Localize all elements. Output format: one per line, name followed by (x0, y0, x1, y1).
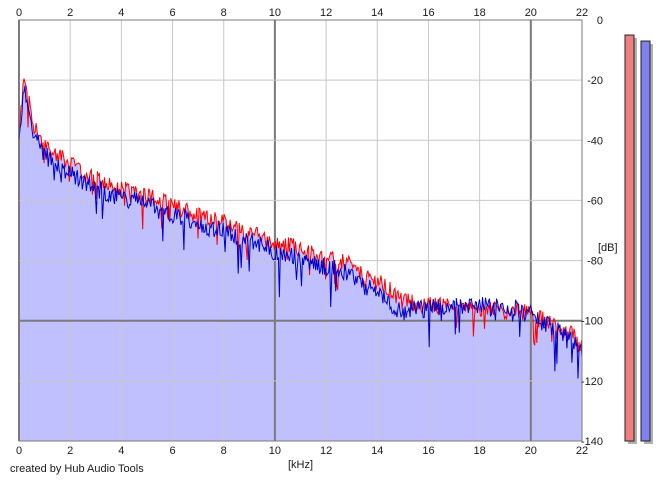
series-layer (18, 78, 583, 379)
y-tick-label: -80 (587, 256, 603, 268)
series-line-right-channel (18, 85, 583, 379)
y-tick-labels: 0 -20 -40 -60 -80 -100 -120 -140 (581, 15, 603, 448)
x-tick-label-bottom: 22 (576, 445, 588, 457)
x-tick-label-bottom: 6 (169, 445, 175, 457)
level-meters (624, 34, 653, 445)
y-axis-label: [dB] (598, 242, 618, 254)
y-tick-label: -60 (587, 195, 603, 207)
x-tick-label-top: 8 (221, 7, 227, 19)
x-tick-label-top: 2 (67, 7, 73, 19)
y-tick-label: -20 (587, 75, 603, 87)
x-tick-label-top: 12 (320, 7, 332, 19)
x-tick-label-top: 0 (16, 7, 22, 19)
x-tick-label-top: 10 (269, 7, 281, 19)
x-tick-label-top: 20 (525, 7, 537, 19)
level-meter-left (624, 34, 635, 442)
x-tick-label-top: 18 (474, 7, 486, 19)
spectrum-fill-area (19, 78, 582, 441)
x-tick-label-bottom: 0 (16, 445, 22, 457)
x-tick-label-top: 4 (118, 7, 124, 19)
y-tick-label: -140 (581, 436, 603, 448)
x-tick-label-bottom: 2 (67, 445, 73, 457)
x-tick-label-bottom: 16 (422, 445, 434, 457)
y-tick-label: 0 (597, 15, 603, 27)
x-tick-label-top: 16 (422, 7, 434, 19)
y-tick-label: -40 (587, 135, 603, 147)
x-tick-label-bottom: 8 (221, 445, 227, 457)
x-axis-label: [kHz] (288, 459, 313, 471)
x-tick-label-top: 22 (576, 7, 588, 19)
x-tick-labels-top: 0 2 4 6 8 10 12 14 16 18 20 22 (16, 7, 588, 19)
x-tick-label-bottom: 18 (474, 445, 486, 457)
series-line-left-channel (18, 78, 583, 353)
credit-text: created by Hub Audio Tools (10, 463, 144, 475)
y-tick-label: -120 (581, 376, 603, 388)
grid-layer (18, 19, 583, 442)
y-tick-label: -100 (581, 316, 603, 328)
spectrum-fill-layer (19, 78, 582, 441)
x-tick-label-top: 14 (371, 7, 383, 19)
x-tick-labels-bottom: 0 2 4 6 8 10 12 14 16 18 20 22 (16, 445, 588, 457)
x-tick-label-top: 6 (169, 7, 175, 19)
x-tick-label-bottom: 4 (118, 445, 124, 457)
x-tick-label-bottom: 14 (371, 445, 383, 457)
x-tick-label-bottom: 10 (269, 445, 281, 457)
x-tick-label-bottom: 12 (320, 445, 332, 457)
level-meter-right (640, 40, 651, 442)
x-tick-label-bottom: 20 (525, 445, 537, 457)
plot-border (18, 19, 583, 442)
